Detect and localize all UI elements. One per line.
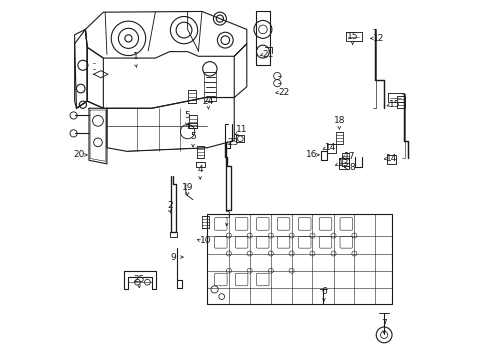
Text: 24: 24 <box>203 96 214 105</box>
Text: 23: 23 <box>228 138 239 147</box>
Text: 19: 19 <box>182 183 194 192</box>
Text: 4: 4 <box>197 165 203 174</box>
Text: 15: 15 <box>389 100 401 109</box>
Text: 11: 11 <box>236 125 247 134</box>
Text: 14: 14 <box>386 154 398 163</box>
Text: 14: 14 <box>325 143 337 152</box>
Text: 15: 15 <box>347 32 358 41</box>
Text: 2: 2 <box>167 201 172 210</box>
Text: 6: 6 <box>321 287 327 296</box>
Text: 21: 21 <box>263 50 274 59</box>
Text: 3: 3 <box>224 211 230 220</box>
Text: 20: 20 <box>74 150 85 159</box>
Text: 7: 7 <box>381 319 387 328</box>
Text: 16: 16 <box>306 150 317 159</box>
Text: 9: 9 <box>171 253 176 262</box>
Text: 8: 8 <box>350 163 355 172</box>
Text: 25: 25 <box>133 275 145 284</box>
Text: 5: 5 <box>184 111 190 120</box>
Text: 17: 17 <box>344 152 356 161</box>
Text: 13: 13 <box>338 159 349 168</box>
Text: 22: 22 <box>278 87 290 96</box>
Text: 18: 18 <box>334 116 345 125</box>
Text: 5: 5 <box>190 132 196 141</box>
Text: 10: 10 <box>200 237 211 246</box>
Text: 1: 1 <box>133 52 139 61</box>
Text: 12: 12 <box>373 34 385 43</box>
